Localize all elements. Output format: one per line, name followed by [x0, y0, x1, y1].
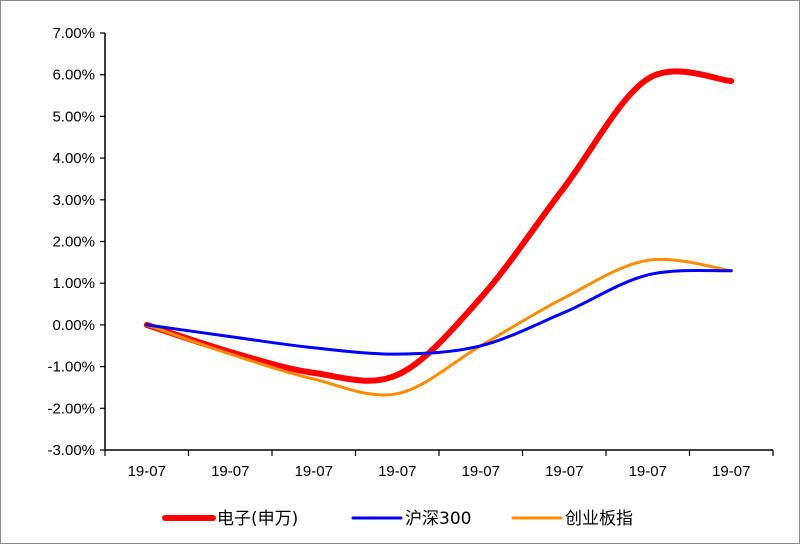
y-tick-label: 2.00%: [52, 234, 95, 251]
y-tick-label: -1.00%: [47, 359, 95, 376]
series-line-1: [145, 268, 733, 356]
y-tick-label: 6.00%: [52, 67, 95, 84]
axes: -3.00% -2.00% -1.00% 0.00% 1.00% 2.00% 3.00% 4.…: [47, 25, 774, 480]
x-tick-label: 19-07: [211, 463, 249, 480]
x-tick-label: 19-07: [462, 463, 500, 480]
x-tick-label: 19-07: [295, 463, 333, 480]
x-tick-label: 19-07: [378, 463, 416, 480]
legend: 电子(申万) 沪深300 创业板指: [162, 509, 633, 529]
series-lines: [143, 68, 735, 397]
y-tick-label: -3.00%: [47, 442, 95, 459]
legend-label-1: 沪深300: [405, 509, 471, 529]
x-tick-label: 19-07: [712, 463, 750, 480]
y-tick-label: 5.00%: [52, 108, 95, 125]
y-tick-label: -2.00%: [47, 400, 95, 417]
x-tick-label: 19-07: [629, 463, 667, 480]
series-line-0: [143, 68, 735, 384]
legend-label-0: 电子(申万): [217, 509, 298, 529]
series-line-2: [145, 257, 733, 397]
y-tick-label: 7.00%: [52, 25, 95, 42]
y-tick-label: 1.00%: [52, 275, 95, 292]
x-tick-label: 19-07: [128, 463, 166, 480]
y-tick-label: 3.00%: [52, 192, 95, 209]
x-tick-label: 19-07: [545, 463, 583, 480]
legend-label-2: 创业板指: [565, 509, 633, 529]
y-tick-label: 0.00%: [52, 317, 95, 334]
y-tick-label: 4.00%: [52, 150, 95, 167]
